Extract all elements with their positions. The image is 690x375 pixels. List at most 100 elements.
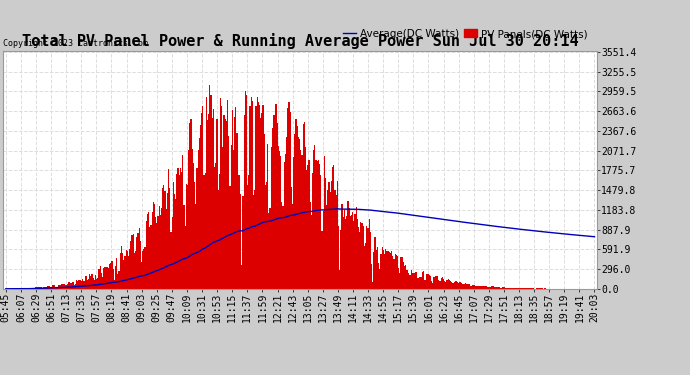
Bar xyxy=(294,134,295,289)
Bar xyxy=(440,278,442,289)
Bar xyxy=(308,160,310,289)
Bar xyxy=(94,280,95,289)
Bar xyxy=(422,272,423,289)
Bar xyxy=(137,233,139,289)
Bar xyxy=(79,280,81,289)
Bar xyxy=(190,119,192,289)
Bar xyxy=(170,232,172,289)
Bar xyxy=(306,170,307,289)
Bar xyxy=(272,128,273,289)
Bar xyxy=(305,147,306,289)
Bar xyxy=(332,167,333,289)
Bar xyxy=(31,288,32,289)
Bar xyxy=(64,284,66,289)
Bar xyxy=(493,286,495,289)
Bar xyxy=(159,206,160,289)
Bar xyxy=(433,278,435,289)
Bar xyxy=(63,284,64,289)
Bar xyxy=(44,286,46,289)
Bar xyxy=(307,165,308,289)
Bar xyxy=(501,288,502,289)
Bar xyxy=(448,280,450,289)
Bar xyxy=(52,285,54,289)
Bar xyxy=(358,227,359,289)
Bar xyxy=(217,190,219,289)
Bar xyxy=(210,95,212,289)
Bar xyxy=(112,268,114,289)
Bar xyxy=(148,212,149,289)
Bar xyxy=(175,199,176,289)
Bar xyxy=(495,287,496,289)
Bar xyxy=(456,281,457,289)
Bar xyxy=(101,273,102,289)
Bar xyxy=(344,210,345,289)
Bar xyxy=(107,267,108,289)
Bar xyxy=(142,251,144,289)
Bar xyxy=(36,287,37,289)
Bar xyxy=(515,288,516,289)
Bar xyxy=(265,185,266,289)
Bar xyxy=(37,287,38,289)
Bar xyxy=(245,91,246,289)
Bar xyxy=(345,219,346,289)
Bar xyxy=(315,160,317,289)
Bar xyxy=(491,286,493,289)
Bar xyxy=(152,201,154,289)
Bar xyxy=(124,256,126,289)
Bar xyxy=(252,101,253,289)
Bar xyxy=(436,276,437,289)
Bar xyxy=(426,274,428,289)
Bar xyxy=(225,119,226,289)
Bar xyxy=(280,156,282,289)
Bar xyxy=(128,256,129,289)
Bar xyxy=(192,149,193,289)
Bar xyxy=(266,183,267,289)
Bar xyxy=(513,288,515,289)
Bar xyxy=(489,287,490,289)
Bar xyxy=(431,280,432,289)
Bar xyxy=(393,259,395,289)
Bar xyxy=(234,117,235,289)
Bar xyxy=(176,174,177,289)
Bar xyxy=(150,225,152,289)
Bar xyxy=(333,165,335,289)
Bar xyxy=(202,106,204,289)
Bar xyxy=(444,281,445,289)
Bar xyxy=(169,188,170,289)
Bar xyxy=(189,123,190,289)
Bar xyxy=(122,253,124,289)
Title: Total PV Panel Power & Running Average Power Sun Jul 30 20:14: Total PV Panel Power & Running Average P… xyxy=(22,33,578,50)
Bar xyxy=(147,214,148,289)
Bar xyxy=(180,168,181,289)
Bar xyxy=(215,163,217,289)
Bar xyxy=(43,287,44,289)
Bar xyxy=(212,118,213,289)
Bar xyxy=(310,215,312,289)
Bar xyxy=(408,275,410,289)
Bar xyxy=(331,181,332,289)
Bar xyxy=(134,254,135,289)
Bar xyxy=(388,252,390,289)
Bar xyxy=(463,284,464,289)
Bar xyxy=(194,182,195,289)
Bar xyxy=(368,219,370,289)
Bar xyxy=(365,243,366,289)
Bar xyxy=(273,115,274,289)
Bar xyxy=(229,186,230,289)
Bar xyxy=(451,282,453,289)
Bar xyxy=(188,150,189,289)
Bar xyxy=(522,288,523,289)
Bar xyxy=(416,272,417,289)
Bar xyxy=(239,176,240,289)
Bar xyxy=(469,284,470,289)
Bar xyxy=(156,223,157,289)
Bar xyxy=(161,208,162,289)
Bar xyxy=(370,232,371,289)
Bar xyxy=(177,168,179,289)
Bar xyxy=(302,124,304,289)
Bar xyxy=(330,192,331,289)
Bar xyxy=(222,147,224,289)
Bar xyxy=(95,275,96,289)
Bar xyxy=(69,282,70,289)
Bar xyxy=(480,286,481,289)
